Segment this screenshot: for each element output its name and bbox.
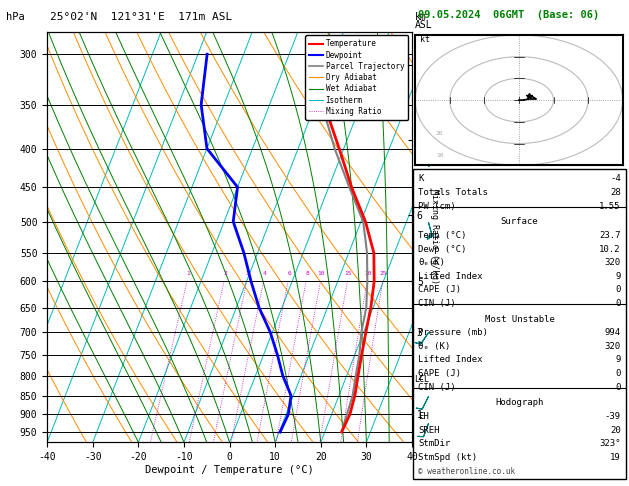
X-axis label: Dewpoint / Temperature (°C): Dewpoint / Temperature (°C) xyxy=(145,465,314,475)
Text: 323°: 323° xyxy=(599,439,621,448)
Text: 10: 10 xyxy=(318,271,325,276)
Text: 28: 28 xyxy=(610,188,621,197)
Text: © weatheronline.co.uk: © weatheronline.co.uk xyxy=(418,467,515,476)
Text: 09.05.2024  06GMT  (Base: 06): 09.05.2024 06GMT (Base: 06) xyxy=(418,10,599,20)
Text: StmSpd (kt): StmSpd (kt) xyxy=(418,453,477,462)
Text: kt: kt xyxy=(420,35,430,44)
Text: SREH: SREH xyxy=(418,426,440,434)
Text: 8: 8 xyxy=(305,271,309,276)
Text: Dewp (°C): Dewp (°C) xyxy=(418,244,467,254)
Text: StmDir: StmDir xyxy=(418,439,450,448)
Text: 20: 20 xyxy=(610,426,621,434)
Text: 0: 0 xyxy=(615,382,621,392)
Text: LCL: LCL xyxy=(415,375,430,384)
Text: θₑ (K): θₑ (K) xyxy=(418,342,450,351)
Text: CAPE (J): CAPE (J) xyxy=(418,285,461,295)
Text: 25: 25 xyxy=(380,271,387,276)
Text: CIN (J): CIN (J) xyxy=(418,382,456,392)
Text: CAPE (J): CAPE (J) xyxy=(418,369,461,378)
Text: 10.2: 10.2 xyxy=(599,244,621,254)
Text: Hodograph: Hodograph xyxy=(496,399,543,407)
Text: Surface: Surface xyxy=(501,217,538,226)
Text: 10: 10 xyxy=(436,153,443,157)
Text: 0: 0 xyxy=(615,299,621,308)
Text: Totals Totals: Totals Totals xyxy=(418,188,488,197)
Text: ASL: ASL xyxy=(415,20,433,31)
Text: 25°02'N  121°31'E  171m ASL: 25°02'N 121°31'E 171m ASL xyxy=(50,12,233,22)
Text: CIN (J): CIN (J) xyxy=(418,299,456,308)
Text: 19: 19 xyxy=(610,453,621,462)
Text: 1.55: 1.55 xyxy=(599,202,621,211)
Text: 994: 994 xyxy=(604,328,621,337)
Text: km: km xyxy=(415,12,427,22)
Text: Pressure (mb): Pressure (mb) xyxy=(418,328,488,337)
Text: EH: EH xyxy=(418,412,429,421)
Text: Temp (°C): Temp (°C) xyxy=(418,231,467,240)
Text: θₑ(K): θₑ(K) xyxy=(418,258,445,267)
Text: K: K xyxy=(418,174,424,184)
Text: -39: -39 xyxy=(604,412,621,421)
Y-axis label: Mixing Ratio (g/kg): Mixing Ratio (g/kg) xyxy=(430,190,440,284)
Text: 23.7: 23.7 xyxy=(599,231,621,240)
Text: PW (cm): PW (cm) xyxy=(418,202,456,211)
Text: 6: 6 xyxy=(287,271,291,276)
Text: 3: 3 xyxy=(246,271,250,276)
Text: -4: -4 xyxy=(610,174,621,184)
Text: 0: 0 xyxy=(615,369,621,378)
Text: 15: 15 xyxy=(345,271,352,276)
Text: Lifted Index: Lifted Index xyxy=(418,272,483,281)
Text: 1: 1 xyxy=(186,271,190,276)
Text: 4: 4 xyxy=(263,271,267,276)
Text: 320: 320 xyxy=(604,258,621,267)
Text: 20: 20 xyxy=(436,131,443,136)
Text: 9: 9 xyxy=(615,355,621,364)
Text: 9: 9 xyxy=(615,272,621,281)
Text: Most Unstable: Most Unstable xyxy=(484,314,555,324)
Text: 320: 320 xyxy=(604,342,621,351)
Text: 0: 0 xyxy=(615,285,621,295)
Legend: Temperature, Dewpoint, Parcel Trajectory, Dry Adiabat, Wet Adiabat, Isotherm, Mi: Temperature, Dewpoint, Parcel Trajectory… xyxy=(305,35,408,120)
Text: hPa: hPa xyxy=(6,12,25,22)
Text: 2: 2 xyxy=(223,271,227,276)
Text: Lifted Index: Lifted Index xyxy=(418,355,483,364)
Text: 20: 20 xyxy=(364,271,372,276)
